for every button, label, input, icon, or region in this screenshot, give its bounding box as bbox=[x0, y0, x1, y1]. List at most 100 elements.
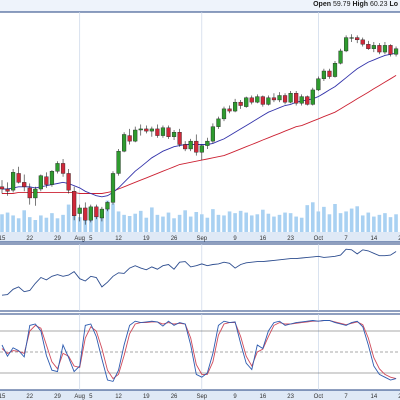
high-label: High bbox=[352, 1, 368, 8]
high-value: 60.23 bbox=[369, 1, 388, 8]
x-tick-label: 26 bbox=[171, 236, 178, 242]
candle-body bbox=[199, 145, 204, 153]
candle-body bbox=[393, 48, 399, 55]
volume-bar bbox=[233, 213, 237, 232]
volume-bar bbox=[316, 211, 321, 232]
volume-bar bbox=[388, 217, 393, 232]
x-tick-label: 26 bbox=[171, 394, 178, 400]
candle-body bbox=[216, 118, 221, 127]
volume-bar bbox=[172, 218, 176, 232]
volume-bar bbox=[283, 212, 287, 232]
candle-body bbox=[321, 70, 326, 79]
candle-body bbox=[5, 188, 10, 192]
volume-bar bbox=[89, 219, 93, 232]
x-tick-label: 29 bbox=[54, 236, 61, 242]
candle-body bbox=[183, 144, 188, 150]
stochastic-d-line bbox=[1, 320, 397, 380]
candle-body bbox=[344, 37, 349, 52]
x-tick-label: 16 bbox=[260, 236, 267, 242]
volume-bar bbox=[11, 215, 15, 232]
candle-body bbox=[227, 108, 232, 112]
x-tick-label: 19 bbox=[143, 236, 150, 242]
volume-bar bbox=[238, 210, 243, 232]
candle-body bbox=[244, 97, 249, 107]
volume-bar bbox=[349, 208, 354, 232]
volume-bar bbox=[188, 216, 193, 232]
x-tick-label: 12 bbox=[115, 394, 122, 400]
volume-bar bbox=[261, 209, 265, 232]
volume-bar bbox=[122, 214, 126, 232]
stochastic-axis-strip bbox=[0, 390, 400, 400]
candle-body bbox=[349, 37, 354, 39]
candle-body bbox=[138, 128, 143, 131]
candle-body bbox=[249, 97, 254, 103]
volume-bar bbox=[155, 214, 160, 232]
candle-body bbox=[22, 182, 27, 188]
x-tick-label: 7 bbox=[344, 394, 348, 400]
indicator-line bbox=[1, 248, 397, 296]
x-tick-label: Sep bbox=[196, 236, 207, 242]
volume-bar bbox=[266, 213, 271, 232]
candle-body bbox=[127, 135, 132, 142]
volume-bar bbox=[355, 206, 359, 232]
volume-bar bbox=[150, 207, 154, 232]
open-label: Open bbox=[313, 1, 331, 8]
candle-body bbox=[16, 173, 21, 183]
volume-bar bbox=[344, 211, 348, 232]
volume-bar bbox=[377, 214, 382, 232]
candle-body bbox=[277, 95, 282, 101]
volume-bar bbox=[311, 202, 315, 232]
volume-bar bbox=[277, 214, 282, 232]
volume-bar bbox=[222, 215, 226, 232]
x-tick-label: 7 bbox=[344, 236, 348, 242]
x-tick-label: 5 bbox=[89, 394, 93, 400]
candle-body bbox=[38, 175, 43, 190]
candle-body bbox=[377, 45, 382, 53]
candle-body bbox=[194, 140, 199, 153]
candle-body bbox=[255, 96, 260, 103]
candle-body bbox=[305, 96, 310, 105]
volume-bar bbox=[27, 217, 32, 232]
candle-body bbox=[260, 96, 265, 105]
x-tick-label: Oct bbox=[314, 236, 324, 242]
candle-body bbox=[133, 129, 138, 142]
volume-bar bbox=[244, 212, 248, 232]
candle-body bbox=[44, 176, 49, 185]
x-tick-label: 23 bbox=[287, 236, 294, 242]
volume-bar bbox=[183, 210, 187, 232]
candle-body bbox=[160, 127, 166, 136]
x-tick-label: 5 bbox=[89, 236, 93, 242]
candle-body bbox=[338, 50, 343, 64]
volume-bar bbox=[127, 216, 132, 232]
candle-body bbox=[66, 173, 71, 191]
x-tick-label: 29 bbox=[54, 394, 61, 400]
volume-bar bbox=[394, 214, 398, 232]
candle-body bbox=[49, 171, 55, 185]
volume-bar bbox=[50, 213, 54, 232]
candle-body bbox=[60, 163, 66, 174]
volume-bar bbox=[161, 216, 165, 232]
x-tick-label: 12 bbox=[115, 236, 122, 242]
volume-bar bbox=[372, 216, 376, 232]
candle-body bbox=[188, 140, 193, 150]
candle-body bbox=[221, 108, 227, 120]
volume-bar bbox=[200, 214, 204, 232]
volume-bar bbox=[322, 206, 326, 232]
volume-bar bbox=[299, 217, 304, 232]
volume-bar bbox=[144, 217, 149, 232]
x-tick-label: Aug bbox=[74, 236, 85, 242]
candle-body bbox=[355, 37, 360, 41]
candle-body bbox=[282, 95, 288, 103]
volume-bar bbox=[333, 204, 337, 232]
candle-body bbox=[33, 188, 38, 199]
volume-bar bbox=[16, 218, 21, 232]
candle-body bbox=[77, 207, 82, 214]
volume-bar bbox=[288, 213, 293, 232]
volume-bar bbox=[0, 214, 4, 232]
volume-bar bbox=[116, 211, 121, 232]
x-tick-label: 21 bbox=[398, 394, 400, 400]
volume-bar bbox=[105, 200, 110, 232]
x-tick-label: 15 bbox=[0, 394, 6, 400]
candle-body bbox=[288, 93, 293, 103]
x-tick-label: 9 bbox=[233, 236, 237, 242]
